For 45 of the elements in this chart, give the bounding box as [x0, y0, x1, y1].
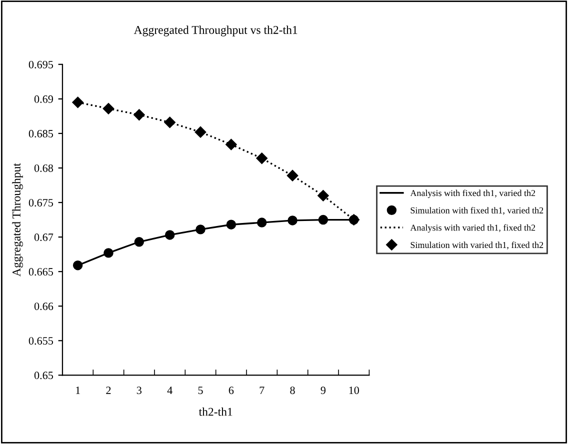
y-tick-label: 0.69 — [34, 95, 53, 103]
y-axis-title: Aggregated Throughput — [12, 163, 23, 276]
x-tick-label: 6 — [228, 386, 234, 394]
x-tick-label: 1 — [76, 386, 80, 394]
point — [194, 126, 206, 138]
legend-label: Simulation with fixed th1, varied th2 — [410, 206, 544, 215]
y-tick-label: 0.67 — [34, 234, 54, 242]
y-tick-label: 0.68 — [34, 164, 54, 172]
point — [134, 109, 145, 120]
legend-label: Simulation with varied th1, fixed th2 — [410, 242, 544, 250]
y-tick-label: 0.675 — [28, 198, 54, 207]
point — [72, 260, 83, 270]
point — [134, 237, 144, 247]
point — [256, 218, 267, 228]
x-tick-label: 9 — [320, 386, 326, 394]
point — [226, 138, 237, 150]
point — [256, 152, 268, 164]
point — [104, 248, 114, 258]
point — [318, 214, 328, 225]
y-tick-label: 0.685 — [28, 130, 54, 138]
y-tick-label: 0.65 — [34, 372, 54, 380]
x-tick-label: 2 — [106, 386, 111, 394]
point — [286, 170, 298, 182]
point — [318, 190, 329, 202]
y-tick-label: 0.66 — [34, 302, 54, 310]
y-tick-label: 0.665 — [28, 268, 54, 276]
point — [196, 224, 206, 234]
point — [72, 96, 84, 108]
y-tick-label: 0.695 — [28, 60, 54, 68]
point — [288, 216, 298, 226]
y-tick-label: 0.655 — [28, 337, 54, 345]
x-tick-label: 7 — [260, 386, 264, 394]
legend-label: Analysis with varied th1, fixed th2 — [410, 224, 536, 233]
chart-title: Aggregated Throughput vs th2-th1 — [134, 26, 298, 36]
x-tick-label: 5 — [198, 386, 203, 394]
x-tick-label: 4 — [167, 386, 172, 394]
x-tick-label: 3 — [136, 386, 142, 394]
point — [226, 220, 236, 230]
x-tick-label: 8 — [290, 386, 295, 394]
point — [164, 116, 176, 128]
legend-label: Analysis with fixed th1, varied th2 — [410, 190, 536, 198]
point — [102, 102, 114, 114]
point — [164, 230, 175, 240]
x-axis-title: th2-th1 — [198, 407, 232, 416]
x-tick-label: 10 — [349, 386, 359, 394]
